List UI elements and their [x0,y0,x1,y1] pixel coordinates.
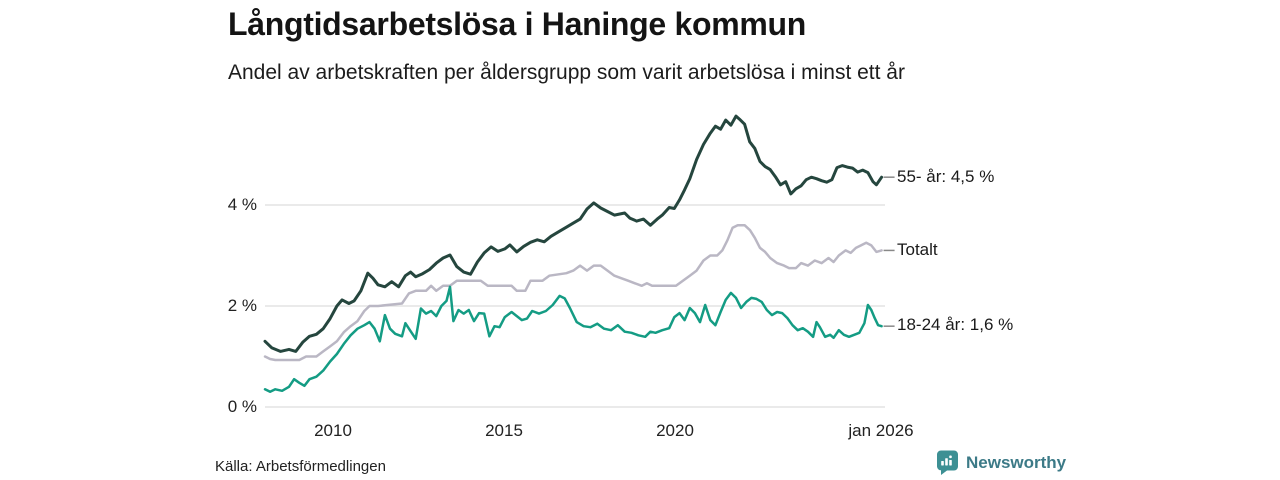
series-line-55plus [263,114,884,353]
x-axis-tick-label: jan 2026 [848,421,914,440]
newsworthy-wordmark: Newsworthy [966,452,1067,472]
series-line-18to24 [263,285,883,394]
x-axis-tick-label: 2010 [314,421,352,440]
chart-subtitle: Andel av arbetskraften per åldersgrupp s… [228,61,905,84]
series-label-18-24: 18-24 år: 1,6 % [897,315,1014,334]
series-line-totalt [263,223,883,362]
newsworthy-bar-chart-badge-icon [937,450,958,475]
x-axis-tick-label: 2015 [485,421,523,440]
page-title: Långtidsarbetslösa i Haninge kommun [228,6,807,42]
y-axis-tick-label: 0 % [227,397,257,416]
newsworthy-logo: Newsworthy [936,450,1066,475]
series-label-55plus: 55- år: 4,5 % [897,167,995,186]
source-note: Källa: Arbetsförmedlingen [215,458,386,475]
y-axis-tick-label: 2 % [227,296,257,315]
x-axis-tick-label: 2020 [656,421,694,440]
y-axis-tick-label: 4 % [227,195,257,214]
series-label-totalt: Totalt [897,240,938,259]
